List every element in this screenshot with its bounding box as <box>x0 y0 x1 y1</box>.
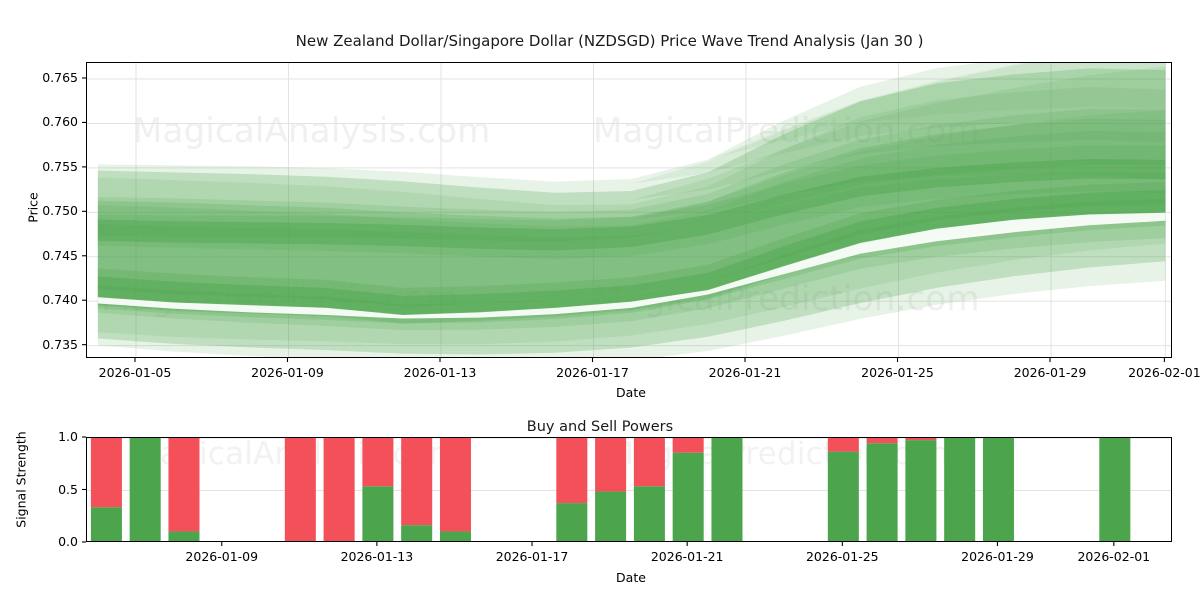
price-x-tick: 2026-01-25 <box>861 365 934 380</box>
powers-chart-plot-area: MagicalAnalysis.com MagicalPrediction.co… <box>86 437 1172 542</box>
powers-x-tick: 2026-01-29 <box>961 549 1034 564</box>
price-y-tick: 0.760 <box>42 114 78 130</box>
price-wave-bands <box>87 63 1171 357</box>
powers-chart-title: Buy and Sell Powers <box>526 419 674 435</box>
price-x-tick: 2026-02-01 <box>1128 365 1200 380</box>
price-x-tick: 2026-01-29 <box>1013 365 1087 380</box>
price-x-tick: 2026-01-05 <box>98 365 172 380</box>
powers-x-tick: 2026-01-13 <box>340 549 414 564</box>
powers-y-tick: 1.0 <box>58 429 78 444</box>
powers-x-tick: 2026-01-17 <box>495 549 569 564</box>
price-y-tick: 0.745 <box>42 247 78 263</box>
powers-x-tick: 2026-02-01 <box>1077 549 1151 564</box>
powers-y-tick: 0.5 <box>58 481 78 497</box>
price-x-tick: 2026-01-21 <box>708 365 782 380</box>
price-y-tick: 0.740 <box>42 292 78 308</box>
price-x-tick: 2026-01-09 <box>251 365 324 380</box>
figure-title-line1: New Zealand Dollar/Singapore Dollar (NZD… <box>295 32 924 50</box>
price-x-tick: 2026-01-17 <box>556 365 629 380</box>
price-y-tick: 0.765 <box>42 70 78 85</box>
price-y-tick: 0.750 <box>42 203 78 219</box>
price-chart-plot-area: MagicalAnalysis.com MagicalPrediction.co… <box>86 62 1172 358</box>
powers-x-tick: 2026-01-21 <box>650 549 724 564</box>
powers-y-tick: 0.0 <box>58 534 78 549</box>
price-y-tick: 0.735 <box>42 336 78 352</box>
powers-x-tick: 2026-01-25 <box>805 549 879 564</box>
price-x-tick: 2026-01-13 <box>403 365 477 380</box>
powers-x-axis-label: Date <box>616 570 646 585</box>
powers-x-tick: 2026-01-09 <box>185 549 259 564</box>
price-x-axis-label: Date <box>616 385 646 400</box>
price-y-tick: 0.755 <box>42 158 78 174</box>
buy-sell-bars <box>87 438 1171 541</box>
